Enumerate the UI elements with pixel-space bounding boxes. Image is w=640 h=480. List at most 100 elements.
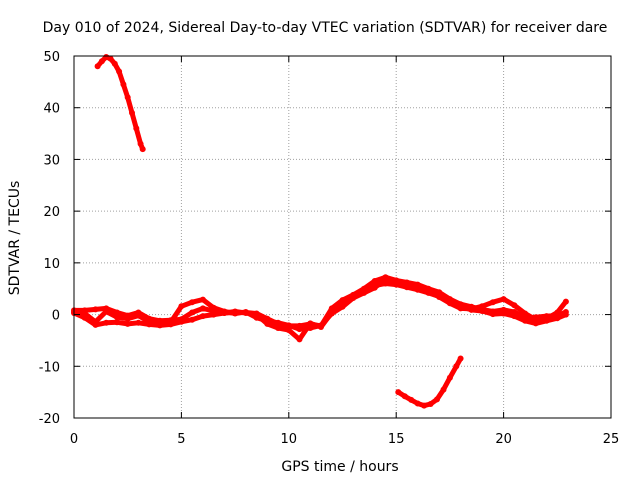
data-point xyxy=(361,289,367,296)
data-point xyxy=(275,325,282,331)
data-point xyxy=(307,325,314,331)
data-point xyxy=(393,279,400,286)
data-point xyxy=(120,81,127,88)
data-point xyxy=(562,311,569,318)
data-point xyxy=(453,363,460,370)
data-point xyxy=(350,295,357,301)
data-point xyxy=(133,125,140,132)
data-point xyxy=(489,299,496,306)
data-point xyxy=(92,306,99,313)
data-point xyxy=(307,320,314,327)
x-tick-label: 0 xyxy=(70,432,78,447)
data-point xyxy=(156,320,163,327)
data-points xyxy=(71,54,569,409)
data-point xyxy=(414,284,421,291)
data-point xyxy=(167,319,174,326)
data-point xyxy=(554,315,561,322)
data-point xyxy=(137,140,144,147)
data-point xyxy=(296,336,303,343)
data-point xyxy=(135,319,142,326)
data-point xyxy=(339,303,346,310)
data-point xyxy=(403,282,410,289)
data-point xyxy=(135,312,142,319)
data-point xyxy=(468,305,475,312)
data-point xyxy=(210,304,217,311)
data-point xyxy=(440,386,447,393)
y-axis-ticks: -20 -10 0 10 20 30 40 50 xyxy=(39,50,611,427)
data-point xyxy=(382,276,389,283)
data-point xyxy=(124,320,131,327)
data-point xyxy=(371,284,378,291)
data-point xyxy=(414,400,421,407)
y-axis-label: SDTVAR / TECUs xyxy=(7,181,23,296)
data-point xyxy=(489,311,496,318)
y-tick-label: 30 xyxy=(43,153,60,168)
x-tick-label: 20 xyxy=(495,432,512,447)
data-point xyxy=(421,402,428,409)
data-point xyxy=(401,393,408,400)
data-point xyxy=(285,327,292,334)
data-point xyxy=(189,309,196,316)
data-point xyxy=(446,374,453,381)
data-point xyxy=(199,296,206,303)
y-tick-label: 20 xyxy=(43,205,60,220)
data-point xyxy=(107,55,114,62)
data-point xyxy=(479,308,486,314)
x-tick-label: 25 xyxy=(603,432,620,447)
y-tick-label: 10 xyxy=(43,257,60,272)
data-point xyxy=(532,316,539,323)
data-point xyxy=(199,305,206,312)
data-point xyxy=(511,302,518,309)
data-point xyxy=(425,287,432,294)
data-point xyxy=(328,310,335,317)
x-axis-label: GPS time / hours xyxy=(281,459,398,475)
data-point xyxy=(178,303,185,310)
plot-frame xyxy=(73,55,612,419)
data-point xyxy=(446,300,453,307)
x-tick-label: 5 xyxy=(177,432,185,447)
data-point xyxy=(285,322,292,329)
x-axis-ticks: 0 5 10 15 20 25 xyxy=(70,56,619,447)
data-point xyxy=(275,319,282,326)
data-point xyxy=(457,305,464,312)
y-tick-label: 40 xyxy=(43,102,60,117)
data-point xyxy=(124,94,131,101)
data-point xyxy=(408,396,415,403)
data-point xyxy=(129,109,135,116)
data-point xyxy=(103,308,110,315)
x-tick-label: 15 xyxy=(388,432,405,447)
data-point xyxy=(221,308,228,315)
data-point xyxy=(562,298,569,305)
data-point xyxy=(500,296,507,303)
y-tick-label: 0 xyxy=(52,309,60,324)
data-point xyxy=(111,60,118,67)
data-point xyxy=(457,355,464,362)
x-tick-label: 10 xyxy=(281,432,298,447)
data-point xyxy=(296,326,303,333)
data-point xyxy=(124,315,131,322)
data-point xyxy=(98,58,105,65)
data-point xyxy=(94,63,101,70)
data-point xyxy=(199,313,206,320)
data-point xyxy=(178,318,185,325)
data-point xyxy=(232,310,239,317)
data-point xyxy=(189,299,196,306)
data-point xyxy=(146,318,153,325)
data-point xyxy=(318,322,324,329)
data-point xyxy=(189,316,196,323)
series-trace-track-low xyxy=(395,356,464,409)
data-point xyxy=(522,317,529,324)
data-point xyxy=(479,303,486,310)
y-tick-label: 50 xyxy=(43,50,60,65)
data-point xyxy=(242,309,249,315)
data-point xyxy=(253,314,260,321)
data-point xyxy=(114,314,120,321)
data-point xyxy=(264,317,271,324)
data-point xyxy=(500,310,507,317)
data-point xyxy=(434,396,440,403)
data-point xyxy=(436,294,443,300)
chart-title: Day 010 of 2024, Sidereal Day-to-day VTE… xyxy=(43,20,608,36)
data-point xyxy=(103,319,110,326)
data-point xyxy=(116,68,123,75)
